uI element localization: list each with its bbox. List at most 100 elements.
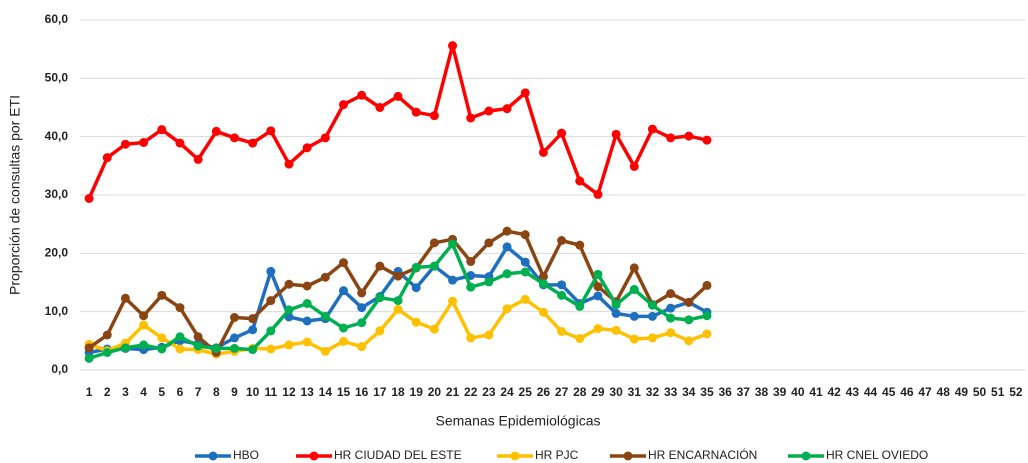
point (320, 346, 330, 356)
point (375, 261, 385, 271)
point (629, 311, 639, 321)
point (629, 161, 639, 171)
point (175, 332, 185, 342)
point (466, 113, 476, 123)
point (266, 266, 276, 276)
point (520, 257, 530, 267)
point (339, 336, 349, 346)
point (284, 305, 294, 315)
x-tick-label: 4 (140, 385, 147, 399)
point (193, 332, 203, 342)
point (339, 323, 349, 333)
point (339, 286, 349, 296)
y-tick-label: 40,0 (45, 129, 69, 143)
point (229, 133, 239, 143)
point (375, 326, 385, 336)
point (629, 334, 639, 344)
point (538, 272, 548, 282)
point (357, 90, 367, 100)
point (448, 41, 458, 51)
point (557, 290, 567, 300)
point (284, 279, 294, 289)
point (647, 333, 657, 343)
point (702, 311, 712, 321)
y-tick-label: 30,0 (45, 187, 69, 201)
point (84, 353, 94, 363)
point (466, 282, 476, 292)
x-tick-label: 1 (86, 385, 93, 399)
point (320, 133, 330, 143)
x-tick-label: 17 (373, 385, 387, 399)
point (448, 239, 458, 249)
point (120, 139, 130, 149)
legend-label: HR CNEL OVIEDO (826, 448, 928, 462)
x-tick-label: 24 (500, 385, 514, 399)
point (302, 281, 312, 291)
point (193, 341, 203, 351)
x-tick-label: 33 (664, 385, 678, 399)
point (139, 320, 149, 330)
point (666, 133, 676, 143)
x-tick-label: 20 (428, 385, 442, 399)
point (666, 303, 676, 313)
x-tick-label: 9 (231, 385, 238, 399)
point (647, 124, 657, 134)
x-tick-label: 25 (519, 385, 533, 399)
point (448, 275, 458, 285)
y-axis-title: Proporción de consultas por ETI (7, 95, 23, 295)
point (120, 343, 130, 353)
point (102, 330, 112, 340)
point (302, 143, 312, 153)
point (593, 189, 603, 199)
x-tick-label: 37 (737, 385, 751, 399)
x-tick-label: 13 (300, 385, 314, 399)
x-tick-label: 15 (337, 385, 351, 399)
point (684, 336, 694, 346)
point (339, 100, 349, 110)
x-tick-label: 27 (555, 385, 569, 399)
point (429, 238, 439, 248)
point (139, 138, 149, 147)
point (139, 340, 149, 350)
x-tick-label: 2 (104, 385, 111, 399)
point (266, 326, 276, 336)
point (502, 269, 512, 279)
point (429, 261, 439, 271)
point (429, 111, 439, 121)
point (393, 91, 403, 101)
y-tick-label: 50,0 (45, 71, 69, 85)
x-tick-label: 40 (791, 385, 805, 399)
point (557, 236, 567, 245)
x-tick-label: 12 (282, 385, 296, 399)
point (593, 282, 603, 292)
point (157, 344, 167, 354)
x-tick-label: 30 (609, 385, 623, 399)
x-tick-label: 6 (177, 385, 184, 399)
point (357, 342, 367, 352)
point (266, 126, 276, 136)
y-tick-label: 20,0 (45, 246, 69, 260)
x-tick-label: 8 (213, 385, 220, 399)
point (611, 300, 621, 310)
legend-label: HR CIUDAD DEL ESTE (334, 448, 462, 462)
point (393, 271, 403, 281)
point (320, 311, 330, 321)
point (375, 293, 385, 303)
point (193, 154, 203, 164)
x-tick-label: 14 (319, 385, 333, 399)
point (302, 316, 312, 326)
point (502, 104, 512, 114)
y-tick-label: 0,0 (51, 362, 68, 376)
point (702, 135, 712, 145)
point (411, 317, 421, 327)
x-tick-label: 7 (195, 385, 202, 399)
x-tick-label: 46 (900, 385, 914, 399)
point (520, 267, 530, 277)
point (248, 345, 258, 355)
x-tick-label: 45 (882, 385, 896, 399)
point (484, 277, 494, 287)
point (375, 103, 385, 112)
x-tick-label: 3 (122, 385, 129, 399)
point (393, 296, 403, 306)
